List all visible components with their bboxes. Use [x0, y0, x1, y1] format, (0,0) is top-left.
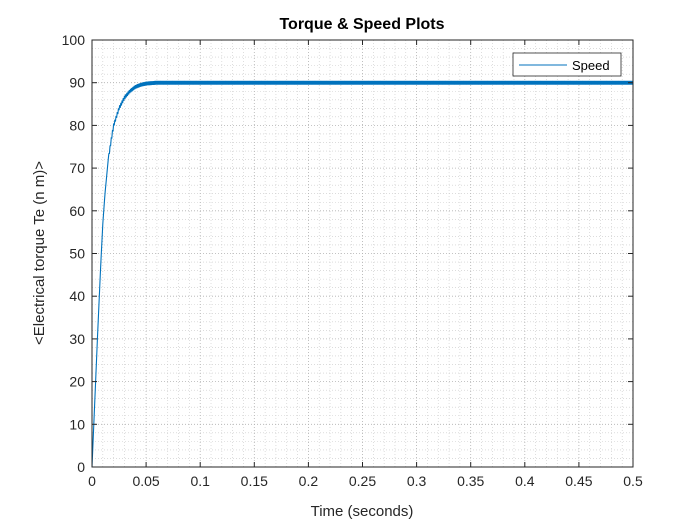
y-axis-ticks: 0 10 20 30 40 50 60 70 80 90 100 [62, 32, 633, 475]
x-tick-label: 0.2 [299, 473, 319, 489]
x-tick-label: 0.15 [241, 473, 268, 489]
legend: Speed [512, 52, 622, 77]
series-layer [91, 80, 634, 468]
legend-label-speed: Speed [572, 58, 610, 73]
x-axis-ticks: 0 0.05 0.1 0.15 0.2 0.25 0.3 0.35 0.4 0.45 0.5 [88, 40, 643, 489]
x-tick-label: 0 [88, 473, 96, 489]
y-tick-label: 30 [69, 331, 85, 347]
y-tick-label: 60 [69, 203, 85, 219]
y-tick-label: 50 [69, 246, 85, 262]
x-tick-label: 0.25 [349, 473, 376, 489]
x-tick-label: 0.3 [407, 473, 427, 489]
series-line-speed [91, 80, 634, 468]
x-tick-label: 0.1 [190, 473, 210, 489]
y-tick-label: 70 [69, 160, 85, 176]
y-axis-label: <Electrical torque Te (n m)> [31, 161, 48, 345]
x-tick-label: 0.45 [565, 473, 592, 489]
y-tick-label: 10 [69, 416, 85, 432]
x-tick-label: 0.4 [515, 473, 535, 489]
x-tick-label: 0.05 [132, 473, 159, 489]
chart-title: Torque & Speed Plots [279, 16, 444, 33]
y-tick-label: 40 [69, 288, 85, 304]
x-tick-label: 0.5 [623, 473, 643, 489]
y-tick-label: 100 [62, 32, 86, 48]
x-axis-label: Time (seconds) [311, 503, 414, 520]
y-tick-label: 80 [69, 117, 85, 133]
major-grid [92, 40, 633, 467]
x-tick-label: 0.35 [457, 473, 484, 489]
y-tick-label: 20 [69, 374, 85, 390]
y-tick-label: 90 [69, 75, 85, 91]
y-tick-label: 0 [77, 459, 85, 475]
